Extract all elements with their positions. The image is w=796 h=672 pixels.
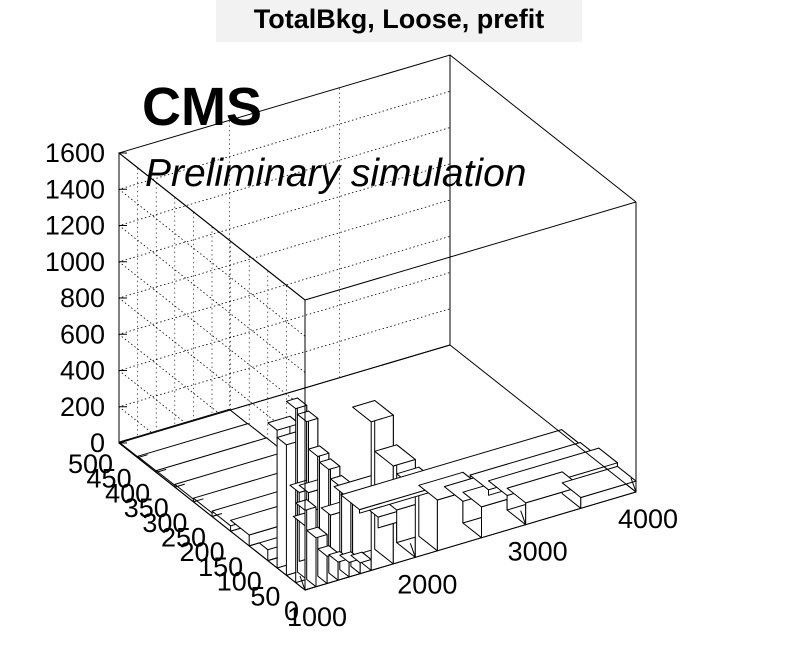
bar-top-face <box>319 458 341 470</box>
y-tick-label: 250 <box>161 523 206 553</box>
box-frame <box>118 54 637 591</box>
x-tick-label: 2000 <box>397 569 457 599</box>
bar <box>561 465 637 509</box>
bar-top-face <box>308 445 330 457</box>
cms-label: CMS <box>142 77 262 137</box>
y-tick-label: 300 <box>142 508 187 538</box>
y-tick <box>267 557 278 562</box>
bar-top-face <box>285 397 308 410</box>
z-tick-label: 1600 <box>45 138 105 168</box>
axis-tick-labels: 0200400600800100012001400160010002000300… <box>45 138 678 632</box>
bar-top-face <box>306 526 328 539</box>
z-tick-label: 600 <box>60 319 105 349</box>
bar-top-face <box>561 465 637 498</box>
bar <box>295 499 317 591</box>
title-background <box>216 0 582 42</box>
z-gridline <box>118 199 451 446</box>
z-tick-label: 0 <box>90 428 105 458</box>
frame-edge <box>304 201 637 301</box>
x-tick-label: 4000 <box>618 504 678 534</box>
z-tick-label: 400 <box>60 356 105 386</box>
frame-edge <box>449 344 637 493</box>
z-gridline <box>118 163 451 410</box>
y-tick-label: 400 <box>105 478 150 508</box>
y-tick <box>230 527 241 532</box>
y-tick-label: 100 <box>217 567 262 597</box>
y-tick-label: 150 <box>198 552 243 582</box>
frame-edge <box>118 344 451 444</box>
x-tick-label: 1000 <box>287 602 347 632</box>
y-tick-label: 450 <box>87 464 132 494</box>
bars <box>118 397 637 591</box>
frame-edge <box>118 152 306 301</box>
bar-top-face <box>267 415 300 431</box>
frame-edge <box>304 491 637 591</box>
z-tick-label: 1200 <box>45 211 105 241</box>
y-tick-label: 500 <box>68 449 113 479</box>
y-tick <box>304 586 316 591</box>
z-tick-label: 1400 <box>45 174 105 204</box>
chart-title: TotalBkg, Loose, prefit <box>253 4 545 34</box>
y-tick-label: 0 <box>284 596 299 626</box>
y-tick <box>137 454 148 459</box>
bar-top-face <box>295 499 317 511</box>
z-tick-label: 1000 <box>45 247 105 277</box>
y-tick <box>249 542 260 547</box>
x-tick <box>299 575 306 591</box>
y-tick <box>211 513 223 517</box>
bar-top-face <box>296 410 319 423</box>
z-tick-label: 800 <box>60 283 105 313</box>
y-tick <box>286 571 297 576</box>
bar-top-face <box>374 444 416 467</box>
bar-top-face <box>352 400 394 423</box>
z-tick-label: 200 <box>60 392 105 422</box>
preliminary-label: Preliminary simulation <box>145 152 527 195</box>
y-tick-label: 200 <box>180 537 225 567</box>
bar <box>330 475 352 571</box>
frame-edge <box>449 54 637 203</box>
y-tick-label: 350 <box>124 493 169 523</box>
x-tick <box>520 510 527 525</box>
bar <box>350 551 372 575</box>
y-tick <box>156 468 167 473</box>
x-tick-label: 3000 <box>508 537 568 567</box>
y-tick <box>174 483 185 488</box>
bar-top-face <box>506 471 582 504</box>
x-tick <box>409 543 416 558</box>
y-tick <box>193 498 204 503</box>
y-tick-label: 50 <box>250 581 280 611</box>
bar-top-face <box>350 551 372 564</box>
bar <box>306 526 328 588</box>
bar-side-face <box>306 499 317 588</box>
x-tick <box>630 477 637 493</box>
y-tick <box>118 439 130 444</box>
